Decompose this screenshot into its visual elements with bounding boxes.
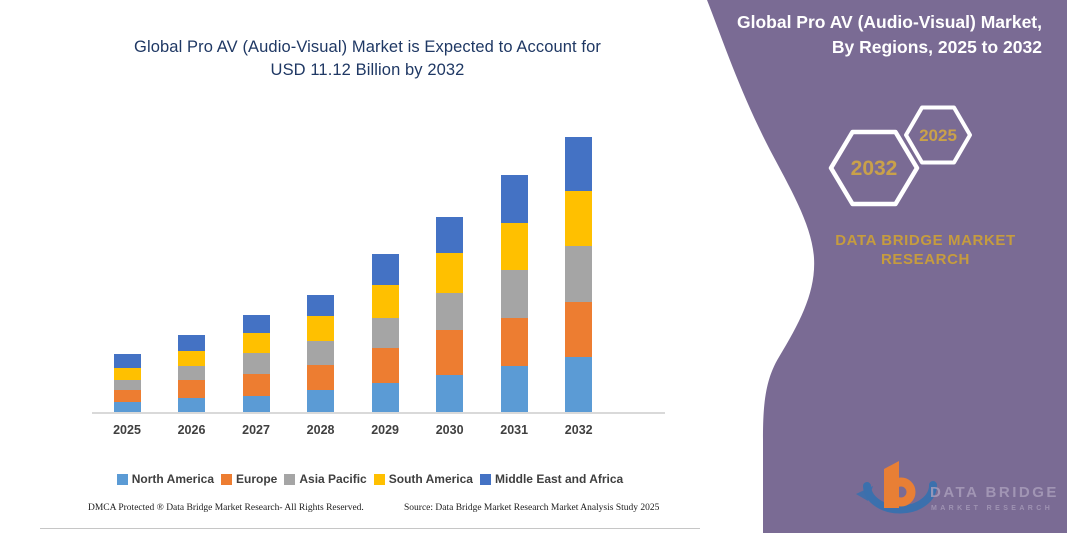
legend-item-north-america: North America bbox=[116, 472, 215, 486]
segment-middle-east-and-africa-2028 bbox=[307, 294, 335, 317]
legend-label: South America bbox=[388, 472, 473, 486]
hexagon-2025-label: 2025 bbox=[919, 126, 957, 145]
chart-title-line2: USD 11.12 Billion by 2032 bbox=[270, 61, 465, 79]
x-axis-label-2032: 2032 bbox=[564, 423, 593, 437]
bottom-divider bbox=[40, 528, 700, 529]
bar-2026 bbox=[178, 334, 206, 413]
segment-north-america-2028 bbox=[307, 389, 335, 413]
bar-2031 bbox=[500, 175, 528, 413]
x-axis-line bbox=[92, 412, 665, 414]
segment-south-america-2026 bbox=[178, 350, 206, 366]
chart-legend: North America Europe Asia Pacific South Ame… bbox=[70, 472, 670, 486]
segment-north-america-2032 bbox=[565, 357, 593, 413]
x-axis-label-2027: 2027 bbox=[242, 423, 270, 437]
legend-label: Asia Pacific bbox=[299, 472, 367, 486]
x-axis-label-2025: 2025 bbox=[113, 423, 141, 437]
legend-item-asia-pacific: Asia Pacific bbox=[284, 472, 367, 486]
segment-europe-2027 bbox=[242, 374, 270, 397]
segment-north-america-2027 bbox=[242, 396, 270, 413]
x-axis-label-2026: 2026 bbox=[177, 423, 206, 437]
segment-europe-2029 bbox=[371, 348, 399, 383]
segment-asia-pacific-2025 bbox=[113, 379, 141, 391]
segment-middle-east-and-africa-2029 bbox=[371, 253, 399, 285]
segment-europe-2025 bbox=[113, 390, 141, 403]
legend-label: North America bbox=[131, 472, 215, 486]
legend-item-europe: Europe bbox=[221, 472, 277, 486]
segment-europe-2028 bbox=[307, 364, 335, 390]
segment-north-america-2030 bbox=[436, 374, 464, 413]
legend-swatch bbox=[221, 473, 233, 485]
segment-asia-pacific-2029 bbox=[371, 318, 399, 348]
segment-middle-east-and-africa-2031 bbox=[500, 175, 528, 223]
hexagon-2032-label: 2032 bbox=[851, 157, 898, 180]
segment-south-america-2025 bbox=[113, 367, 141, 380]
x-axis-label-2028: 2028 bbox=[306, 423, 335, 437]
hexagon-2032 bbox=[828, 129, 920, 207]
x-axis-label-2029: 2029 bbox=[371, 423, 400, 437]
dbmr-logo-subtext: MARKET RESEARCH bbox=[931, 505, 1053, 512]
bar-2032 bbox=[565, 137, 593, 413]
segment-north-america-2031 bbox=[500, 366, 528, 413]
dbmr-logo: DATA BRIDGE MARKET RESEARCH bbox=[856, 461, 1059, 514]
segment-middle-east-and-africa-2027 bbox=[242, 314, 270, 334]
bar-2027 bbox=[242, 314, 270, 413]
purple-panel-shape bbox=[707, 0, 1067, 533]
bar-2030 bbox=[436, 216, 464, 413]
chart-title: Global Pro AV (Audio-Visual) Market is E… bbox=[70, 36, 665, 82]
dbmr-logo-swoosh bbox=[863, 481, 938, 514]
x-axis-label-2031: 2031 bbox=[500, 423, 529, 437]
segment-asia-pacific-2026 bbox=[178, 365, 206, 380]
segment-asia-pacific-2032 bbox=[565, 246, 593, 303]
right-panel-header-line2: By Regions, 2025 to 2032 bbox=[831, 37, 1042, 57]
footer-source: Source: Data Bridge Market Research Mark… bbox=[404, 503, 660, 513]
segment-south-america-2029 bbox=[371, 284, 399, 318]
segment-middle-east-and-africa-2032 bbox=[565, 137, 593, 191]
legend-swatch bbox=[373, 473, 385, 485]
legend-swatch bbox=[116, 473, 128, 485]
segment-asia-pacific-2028 bbox=[307, 341, 335, 365]
legend-label: Middle East and Africa bbox=[494, 472, 624, 486]
legend-item-south-america: South America bbox=[373, 472, 473, 486]
right-panel-header-line1: Global Pro AV (Audio-Visual) Market, bbox=[737, 12, 1042, 32]
footer-dmca: DMCA Protected ® Data Bridge Market Rese… bbox=[88, 503, 364, 513]
segment-asia-pacific-2031 bbox=[500, 269, 528, 318]
brand-text: DATA BRIDGE MARKET RESEARCH bbox=[828, 231, 1023, 269]
segment-north-america-2029 bbox=[371, 383, 399, 413]
segment-south-america-2031 bbox=[500, 222, 528, 270]
segment-middle-east-and-africa-2026 bbox=[178, 334, 206, 351]
segment-europe-2032 bbox=[565, 302, 593, 358]
hexagon-2025 bbox=[904, 105, 972, 165]
bar-2028 bbox=[307, 294, 335, 413]
brand-text-line2: RESEARCH bbox=[881, 251, 970, 268]
legend-item-middle-east-and-africa: Middle East and Africa bbox=[479, 472, 624, 486]
segment-asia-pacific-2027 bbox=[242, 353, 270, 375]
chart-title-line1: Global Pro AV (Audio-Visual) Market is E… bbox=[134, 38, 601, 56]
legend-swatch bbox=[284, 473, 296, 485]
dbmr-logo-b-bowl bbox=[886, 477, 916, 507]
segment-middle-east-and-africa-2030 bbox=[436, 216, 464, 254]
segment-south-america-2032 bbox=[565, 190, 593, 247]
segment-europe-2026 bbox=[178, 379, 206, 398]
legend-label: Europe bbox=[236, 472, 278, 486]
bar-2025 bbox=[113, 354, 141, 413]
dbmr-logo-wordmark: DATA BRIDGE bbox=[930, 484, 1059, 501]
segment-north-america-2025 bbox=[113, 402, 141, 413]
segment-middle-east-and-africa-2025 bbox=[113, 354, 141, 368]
right-panel-header: Global Pro AV (Audio-Visual) Market, By … bbox=[712, 10, 1042, 60]
bar-2029 bbox=[371, 253, 399, 413]
brand-text-line1: DATA BRIDGE MARKET bbox=[835, 232, 1016, 249]
segment-south-america-2028 bbox=[307, 316, 335, 342]
legend-swatch bbox=[479, 473, 491, 485]
segment-north-america-2026 bbox=[178, 397, 206, 413]
segment-europe-2030 bbox=[436, 329, 464, 375]
segment-south-america-2030 bbox=[436, 253, 464, 294]
segment-europe-2031 bbox=[500, 317, 528, 367]
segment-asia-pacific-2030 bbox=[436, 293, 464, 330]
x-axis-label-2030: 2030 bbox=[435, 423, 464, 437]
segment-south-america-2027 bbox=[242, 333, 270, 354]
